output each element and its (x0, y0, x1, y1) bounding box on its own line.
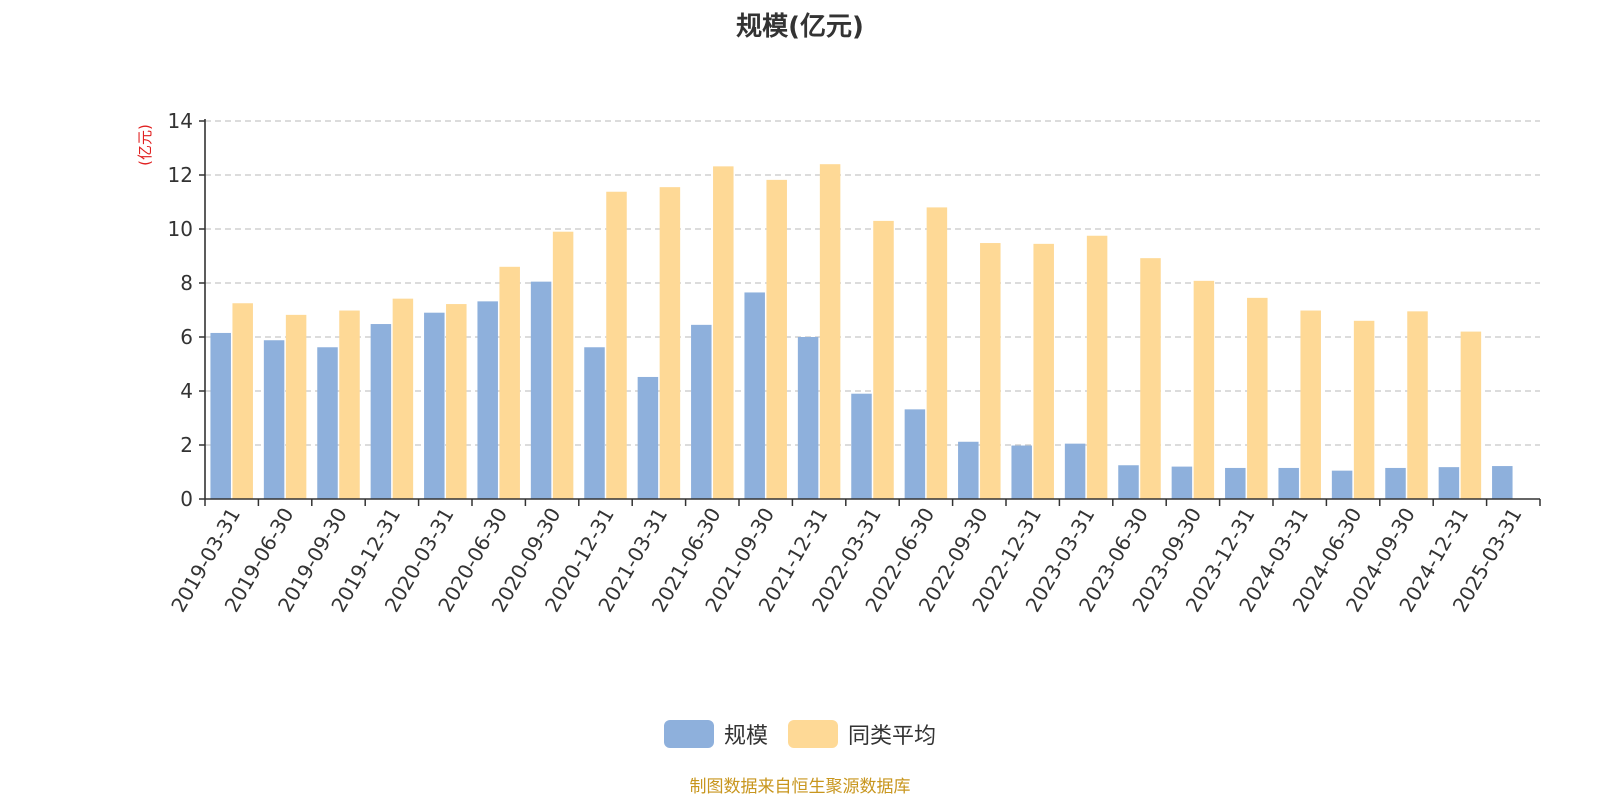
bar-peer-average (659, 187, 681, 499)
bar-scale (1278, 467, 1299, 499)
bar-peer-average (446, 304, 467, 499)
bar-peer-average (232, 303, 253, 499)
y-axis-unit-label: (亿元) (136, 124, 154, 166)
bar-peer-average (1140, 258, 1161, 499)
legend-item-peer-average[interactable]: 同类平均 (788, 718, 936, 750)
bar-peer-average (713, 166, 734, 500)
bar-peer-average (1353, 320, 1375, 499)
y-tick-label: 2 (180, 433, 193, 457)
y-tick-label: 0 (180, 487, 193, 511)
bar-scale (637, 376, 659, 499)
bar-scale (1171, 466, 1193, 499)
y-tick-label: 8 (180, 271, 193, 295)
bar-scale (317, 347, 338, 499)
bar-peer-average (1460, 331, 1482, 499)
bar-peer-average (499, 266, 520, 499)
y-tick-label: 12 (168, 163, 193, 187)
bar-scale (958, 441, 979, 499)
bar-scale (691, 324, 712, 499)
bar-scale (210, 332, 231, 499)
bar-peer-average (552, 231, 574, 499)
bar-scale (1225, 467, 1246, 499)
bar-scale (851, 393, 872, 499)
y-tick-label: 14 (168, 109, 193, 133)
bar-peer-average (926, 207, 948, 499)
bar-scale (477, 301, 498, 499)
bar-scale (263, 340, 285, 499)
bar-scale (1011, 445, 1032, 499)
bar-peer-average (606, 191, 627, 500)
axes (199, 119, 1541, 506)
y-tick-label: 6 (180, 325, 193, 349)
bar-scale (1064, 443, 1086, 499)
bar-peer-average (873, 220, 894, 499)
bar-peer-average (819, 164, 841, 499)
bar-scale (1438, 467, 1460, 499)
bars (210, 164, 1513, 500)
legend-label-peer-average: 同类平均 (848, 724, 937, 749)
legend-item-scale[interactable]: 规模 (663, 718, 768, 750)
bar-peer-average (285, 314, 307, 499)
bar-peer-average (1193, 280, 1215, 499)
bar-peer-average (1407, 311, 1428, 499)
bar-peer-average (1086, 235, 1108, 499)
bar-peer-average (339, 310, 360, 499)
bar-scale (370, 324, 392, 499)
bar-scale (904, 409, 926, 499)
bar-scale (744, 292, 765, 499)
bar-peer-average (980, 243, 1001, 499)
bar-peer-average (766, 179, 787, 500)
source-note: 制图数据来自恒生聚源数据库 (689, 777, 911, 797)
legend-swatch-peer-average (788, 720, 838, 748)
bar-scale (424, 312, 445, 499)
bar-scale (1331, 470, 1353, 499)
bar-scale (1492, 466, 1513, 499)
bar-peer-average (392, 298, 414, 499)
legend-swatch-scale (663, 720, 714, 748)
bar-peer-average (1247, 297, 1268, 499)
y-tick-label: 10 (168, 217, 193, 241)
chart-title: 规模(亿元) (736, 12, 864, 42)
legend-label-scale: 规模 (723, 724, 768, 749)
bar-peer-average (1300, 310, 1321, 499)
bar-scale (797, 337, 819, 499)
bar-scale (530, 281, 552, 499)
bar-peer-average (1033, 243, 1054, 499)
y-tick-label: 4 (180, 379, 193, 403)
legend: 规模 同类平均 (0, 718, 1600, 750)
bar-scale (1385, 467, 1406, 499)
bar-scale (584, 347, 605, 499)
bar-scale (1118, 465, 1139, 499)
